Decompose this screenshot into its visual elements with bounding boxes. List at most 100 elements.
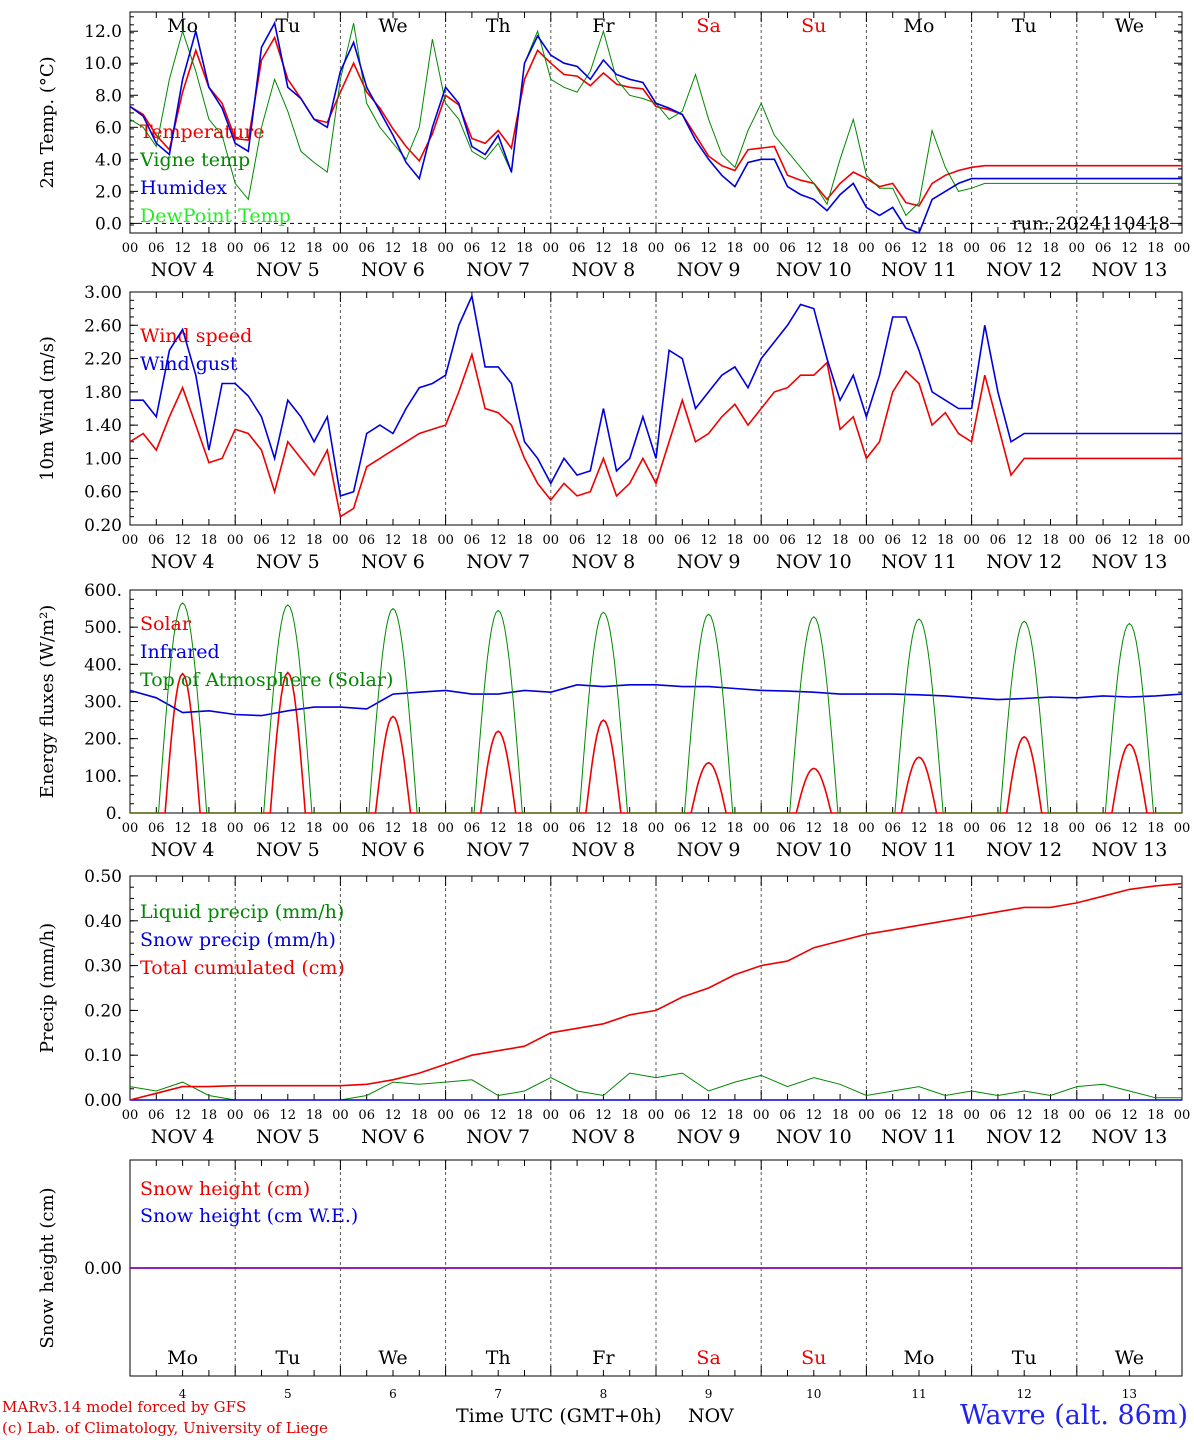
hour-tick-label: 00 (1174, 1108, 1191, 1123)
hour-tick-label: 00 (332, 241, 349, 256)
hour-tick-label: 00 (858, 241, 875, 256)
y-tick-label: 0.50 (84, 867, 122, 887)
legend-entry: Wind speed (140, 325, 252, 347)
hour-tick-label: 06 (358, 533, 375, 548)
legend-entry: Top of Atmosphere (Solar) (140, 669, 393, 691)
hour-tick-label: 12 (806, 821, 823, 836)
hour-tick-label: 18 (937, 821, 954, 836)
hour-tick-label: 00 (753, 1108, 770, 1123)
hour-tick-label: 06 (674, 1108, 691, 1123)
hour-tick-label: 00 (858, 821, 875, 836)
hour-tick-label: 06 (253, 241, 270, 256)
date-label: NOV 4 (151, 259, 215, 281)
weekday-label: Su (801, 1347, 826, 1369)
y-tick-label: 4.0 (95, 150, 122, 170)
hour-tick-label: 06 (569, 533, 586, 548)
date-label: NOV 8 (572, 259, 636, 281)
weekday-label: We (378, 15, 407, 37)
weekday-label: Fr (592, 1347, 615, 1369)
hour-tick-label: 00 (963, 821, 980, 836)
y-axis-label: Snow height (cm) (37, 1187, 58, 1348)
day-number-label: 12 (1017, 1387, 1032, 1400)
legend-entry: Wind gust (140, 353, 238, 375)
hour-tick-label: 18 (621, 533, 638, 548)
hour-tick-label: 18 (411, 533, 428, 548)
hour-tick-label: 18 (832, 821, 849, 836)
date-label: NOV 8 (572, 839, 636, 861)
hour-tick-label: 06 (990, 533, 1007, 548)
hour-tick-label: 18 (832, 241, 849, 256)
date-label: NOV 10 (776, 839, 852, 861)
hour-tick-label: 00 (332, 1108, 349, 1123)
hour-tick-label: 12 (595, 241, 612, 256)
date-label: NOV 10 (776, 551, 852, 573)
date-label: NOV 13 (1091, 1126, 1167, 1148)
day-number-label: 13 (1122, 1387, 1137, 1400)
y-tick-label: 12.0 (84, 22, 122, 42)
hour-tick-label: 00 (753, 241, 770, 256)
legend-entry: Total cumulated (cm) (140, 957, 345, 979)
hour-tick-label: 00 (122, 241, 139, 256)
hour-tick-label: 18 (516, 241, 533, 256)
hour-tick-label: 12 (280, 1108, 297, 1123)
hour-tick-label: 00 (1069, 821, 1086, 836)
hour-tick-label: 06 (569, 821, 586, 836)
series-line-2 (130, 293, 1182, 497)
hour-tick-label: 18 (727, 533, 744, 548)
hour-tick-label: 12 (806, 1108, 823, 1123)
date-label: NOV 11 (881, 551, 957, 573)
weekday-label: Tu (275, 1347, 300, 1369)
y-tick-label: 600. (84, 581, 122, 601)
hour-tick-label: 06 (884, 533, 901, 548)
hour-tick-label: 06 (253, 1108, 270, 1123)
date-label: NOV 8 (572, 1126, 636, 1148)
date-label: NOV 6 (361, 551, 425, 573)
date-label: NOV 7 (466, 1126, 530, 1148)
hour-tick-label: 12 (1016, 533, 1033, 548)
hour-tick-label: 06 (358, 1108, 375, 1123)
y-tick-label: 500. (84, 618, 122, 638)
hour-tick-label: 18 (1147, 533, 1164, 548)
hour-tick-label: 18 (1042, 241, 1059, 256)
hour-tick-label: 06 (148, 533, 165, 548)
day-number-label: 11 (911, 1387, 926, 1400)
hour-tick-label: 12 (174, 1108, 191, 1123)
date-label: NOV 4 (151, 839, 215, 861)
meteogram: 0.0 2.0 4.0 6.0 8.0 10.0 12.0 2m Temp. (°C) 00 06… (37, 11, 1191, 1400)
date-label: NOV 7 (466, 259, 530, 281)
hour-tick-label: 18 (621, 821, 638, 836)
hour-tick-label: 00 (543, 533, 560, 548)
hour-tick-label: 18 (937, 533, 954, 548)
hour-tick-label: 18 (621, 241, 638, 256)
hour-tick-label: 18 (1042, 821, 1059, 836)
date-label: NOV 5 (256, 1126, 320, 1148)
hour-tick-label: 12 (385, 241, 402, 256)
hour-tick-label: 00 (122, 821, 139, 836)
date-label: NOV 12 (986, 551, 1062, 573)
date-label: NOV 11 (881, 1126, 957, 1148)
y-tick-label: 200. (84, 730, 122, 750)
hour-tick-label: 00 (1174, 533, 1191, 548)
y-tick-label: 100. (84, 767, 122, 787)
date-label: NOV 7 (466, 551, 530, 573)
hour-tick-label: 12 (700, 821, 717, 836)
lab-credit: (c) Lab. of Climatology, University of L… (2, 1419, 328, 1437)
hour-tick-label: 12 (280, 241, 297, 256)
hour-tick-label: 00 (437, 821, 454, 836)
hour-tick-label: 12 (595, 1108, 612, 1123)
weekday-label: Mo (167, 1347, 198, 1369)
hour-tick-label: 06 (1095, 1108, 1112, 1123)
hour-tick-label: 12 (280, 821, 297, 836)
hour-tick-label: 00 (753, 821, 770, 836)
hour-tick-label: 00 (1069, 241, 1086, 256)
hour-tick-label: 12 (490, 821, 507, 836)
hour-tick-label: 06 (148, 1108, 165, 1123)
day-number-label: 7 (494, 1387, 502, 1400)
date-label: NOV 4 (151, 1126, 215, 1148)
hour-tick-label: 06 (674, 821, 691, 836)
hour-tick-label: 12 (1016, 1108, 1033, 1123)
hour-tick-label: 18 (621, 1108, 638, 1123)
hour-tick-label: 12 (806, 533, 823, 548)
hour-tick-label: 12 (911, 1108, 928, 1123)
legend-entry: Vigne temp (139, 149, 250, 171)
